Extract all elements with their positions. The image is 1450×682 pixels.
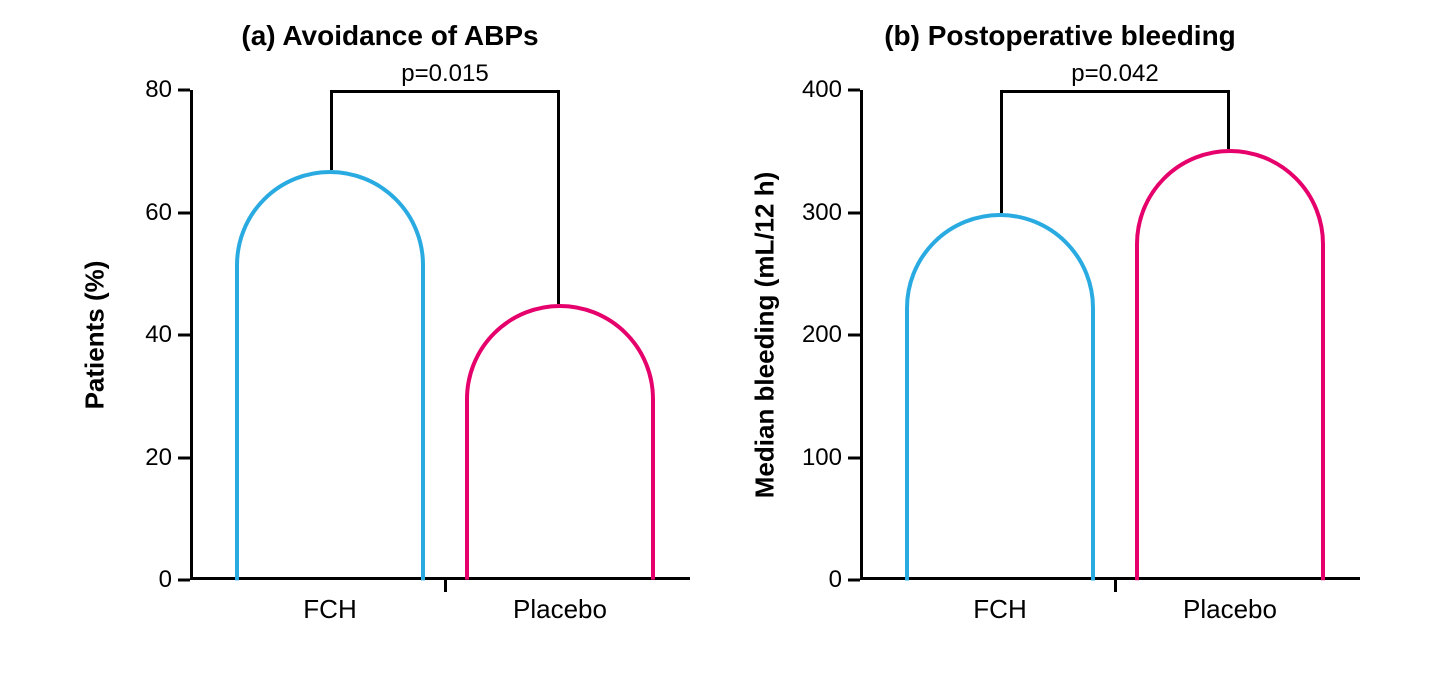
x-category-label: Placebo: [1183, 594, 1277, 625]
significance-bracket-leg: [330, 90, 333, 170]
y-axis: [190, 90, 193, 580]
y-tick: 400: [802, 76, 860, 104]
y-tick: 40: [145, 321, 190, 349]
panel-b: (b) Postoperative bleeding Median bleedi…: [725, 20, 1395, 660]
y-tick: 20: [145, 444, 190, 472]
y-tick: 300: [802, 199, 860, 227]
panel-a-title: (a) Avoidance of ABPs: [55, 20, 725, 52]
significance-bracket-leg: [1227, 90, 1230, 149]
significance-label: p=0.015: [401, 60, 488, 90]
significance-bracket: [1000, 90, 1230, 93]
y-tick: 0: [159, 566, 190, 594]
y-tick: 80: [145, 76, 190, 104]
x-tick-mark: [1114, 580, 1117, 592]
y-axis: [860, 90, 863, 580]
x-category-label: Placebo: [513, 594, 607, 625]
y-tick: 100: [802, 444, 860, 472]
figure-wrap: (a) Avoidance of ABPs Patients (%)020406…: [0, 0, 1450, 682]
y-tick: 60: [145, 199, 190, 227]
bar: [905, 213, 1095, 581]
plot-area: Patients (%)020406080FCHPlacebop=0.015: [190, 90, 690, 580]
x-category-label: FCH: [303, 594, 356, 625]
bar: [465, 304, 655, 580]
y-axis-label: Patients (%): [80, 261, 111, 410]
plot-area: Median bleeding (mL/12 h)0100200300400FC…: [860, 90, 1360, 580]
bar: [1135, 149, 1325, 580]
x-tick-mark: [444, 580, 447, 592]
significance-label: p=0.042: [1071, 60, 1158, 90]
significance-bracket-leg: [1000, 90, 1003, 213]
x-category-label: FCH: [973, 594, 1026, 625]
y-tick: 200: [802, 321, 860, 349]
y-axis-label: Median bleeding (mL/12 h): [750, 172, 781, 498]
panel-a: (a) Avoidance of ABPs Patients (%)020406…: [55, 20, 725, 660]
bar: [235, 170, 425, 580]
panel-b-title: (b) Postoperative bleeding: [725, 20, 1395, 52]
significance-bracket-leg: [557, 90, 560, 304]
significance-bracket: [330, 90, 560, 93]
y-tick: 0: [829, 566, 860, 594]
